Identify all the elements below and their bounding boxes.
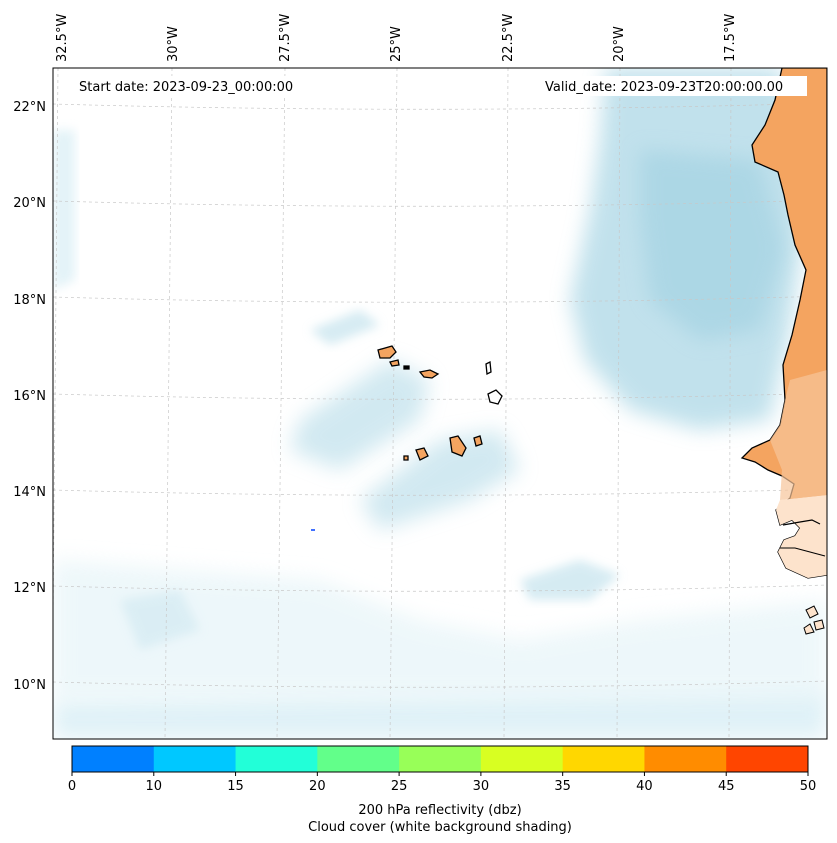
map-frame <box>52 67 828 740</box>
island-boa-vista <box>487 389 503 405</box>
colorbar-swatch <box>399 746 482 772</box>
colorbar-tick-label: 50 <box>800 779 817 794</box>
gridlines <box>53 68 827 739</box>
lat-label: 10°N <box>13 678 46 693</box>
colorbar-tick-label: 20 <box>309 779 326 794</box>
island-sao-nicolau <box>418 369 440 379</box>
lat-label: 22°N <box>13 100 46 115</box>
colorbar-tick-label: 10 <box>146 779 163 794</box>
colorbar-swatch <box>562 746 645 772</box>
latitude-labels: 22°N 20°N 18°N 16°N 14°N 12°N 10°N <box>13 100 46 693</box>
cape-verde-islands <box>377 345 503 461</box>
colorbar-tick-label: 35 <box>554 779 571 794</box>
island-maio <box>473 435 483 447</box>
lat-label: 16°N <box>13 389 46 404</box>
island-santiago <box>449 435 467 457</box>
colorbar-swatch <box>153 746 237 772</box>
lon-label: 32.5°W <box>55 14 70 62</box>
colorbar-tick-label: 30 <box>473 779 490 794</box>
lon-label: 27.5°W <box>278 14 293 62</box>
island-fogo <box>415 447 429 461</box>
colorbar-tick-label: 25 <box>391 779 408 794</box>
island-sal <box>485 360 492 376</box>
island-santo-antao <box>377 345 397 359</box>
lon-label: 30°W <box>166 26 181 62</box>
colorbar-ticks: 0 10 15 20 25 30 35 40 45 50 <box>68 772 816 794</box>
colorbar-swatches <box>72 746 809 772</box>
casamance-river <box>780 547 826 557</box>
valid-date-label: Valid_date: 2023-09-23T20:00:00.00 <box>545 80 783 95</box>
colorbar-tick-label: 45 <box>718 779 735 794</box>
lat-label: 14°N <box>13 485 46 500</box>
colorbar-tick-label: 40 <box>636 779 653 794</box>
lat-label: 12°N <box>13 581 46 596</box>
colorbar-label-line2: Cloud cover (white background shading) <box>308 820 572 835</box>
africa-land-pale <box>776 495 827 578</box>
start-date-label: Start date: 2023-09-23_00:00:00 <box>79 80 293 95</box>
colorbar-swatch <box>317 746 400 772</box>
lon-label: 20°W <box>612 26 627 62</box>
lon-label: 25°W <box>389 26 404 62</box>
lon-label: 22.5°W <box>501 14 516 62</box>
island-santa-luzia <box>403 365 410 370</box>
colorbar-swatch <box>480 746 564 772</box>
island-sao-vicente <box>389 359 400 367</box>
africa-land-light <box>770 370 827 500</box>
valid-date-box <box>540 76 807 96</box>
lon-label: 17.5°W <box>723 14 738 62</box>
colorbar-swatch <box>726 746 809 772</box>
longitude-labels: 32.5°W 30°W 27.5°W 25°W 22.5°W 20°W 17.5… <box>55 14 738 62</box>
colorbar-swatch <box>72 746 155 772</box>
colorbar-swatch <box>644 746 727 772</box>
colorbar-tick-label: 0 <box>68 779 76 794</box>
lat-label: 18°N <box>13 293 46 308</box>
start-date-box <box>72 76 312 96</box>
lat-label: 20°N <box>13 196 46 211</box>
colorbar-label-line1: 200 hPa reflectivity (dbz) <box>358 803 521 818</box>
cloud-cover-shading <box>53 68 827 739</box>
colorbar-swatch <box>235 746 318 772</box>
colorbar: 0 10 15 20 25 30 35 40 45 50 200 hPa reflectivity… <box>68 745 816 835</box>
gambia-river <box>782 519 821 526</box>
bissagos-islands <box>803 605 825 635</box>
island-brava <box>403 455 409 461</box>
colorbar-frame <box>71 745 809 773</box>
colorbar-tick-label: 15 <box>227 779 244 794</box>
